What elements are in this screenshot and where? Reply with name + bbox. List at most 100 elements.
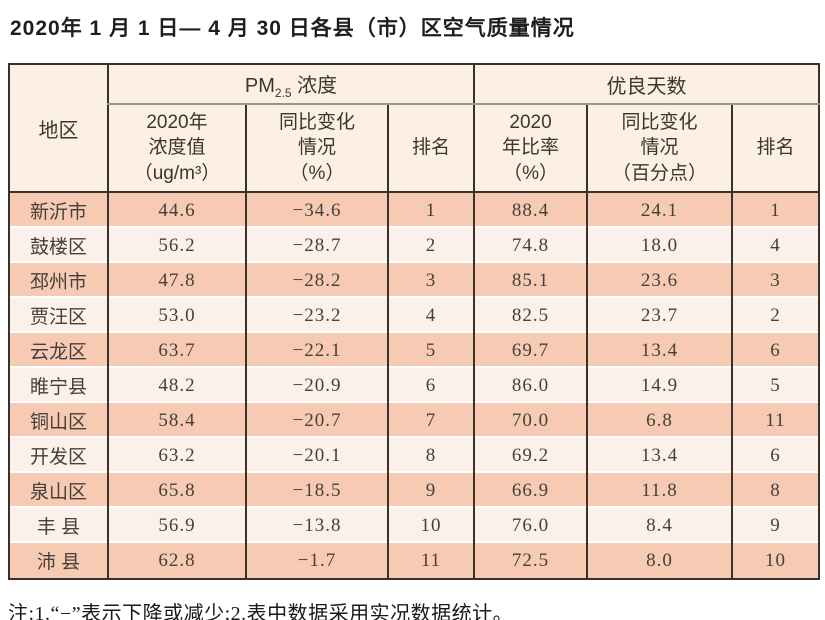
pm-change-cell: −28.7: [245, 228, 388, 263]
pm-change-cell: −18.5: [245, 473, 388, 508]
table-row: 丰 县 56.9 −13.8 10 76.0 8.4 9: [8, 508, 820, 543]
pm-value-cell: 58.4: [107, 403, 246, 438]
pm25-label-subscript: 2.5: [274, 85, 292, 100]
table-row: 沛 县 62.8 −1.7 11 72.5 8.0 10: [8, 543, 820, 579]
days-rate-cell: 72.5: [473, 543, 588, 579]
col-header-days-rate: 2020 年比率 （%）: [473, 104, 588, 193]
table-row: 鼓楼区 56.2 −28.7 2 74.8 18.0 4: [8, 228, 820, 263]
pm25-label-suffix: 浓度: [291, 74, 338, 97]
pm-value-cell: 47.8: [107, 263, 246, 298]
days-rate-cell: 69.2: [473, 438, 588, 473]
pm-value-cell: 53.0: [107, 298, 246, 333]
pm-value-cell: 48.2: [107, 368, 246, 403]
days-change-cell: 11.8: [586, 473, 733, 508]
col-header-region: 地区: [8, 64, 108, 193]
pm-rank-cell: 9: [386, 473, 475, 508]
days-rate-cell: 86.0: [473, 368, 588, 403]
pm-rank-cell: 1: [386, 192, 475, 228]
pm-rank-cell: 10: [386, 508, 475, 543]
region-cell: 贾汪区: [8, 298, 108, 333]
days-rank-cell: 2: [731, 298, 820, 333]
col-group-good-days: 优良天数: [473, 64, 820, 105]
table-row: 贾汪区 53.0 −23.2 4 82.5 23.7 2: [8, 298, 820, 333]
days-rate-cell: 69.7: [473, 333, 588, 368]
days-rank-cell: 8: [731, 473, 820, 508]
pm-rank-cell: 11: [386, 543, 475, 579]
days-rate-cell: 76.0: [473, 508, 588, 543]
days-change-cell: 23.6: [586, 263, 733, 298]
days-change-cell: 8.4: [586, 508, 733, 543]
days-rank-cell: 4: [731, 228, 820, 263]
region-cell: 睢宁县: [8, 368, 108, 403]
days-rank-cell: 9: [731, 508, 820, 543]
region-cell: 铜山区: [8, 403, 108, 438]
pm-rank-cell: 6: [386, 368, 475, 403]
col-header-days-rank: 排名: [731, 104, 820, 193]
pm-rank-cell: 3: [386, 263, 475, 298]
days-rank-cell: 1: [731, 192, 820, 228]
days-change-cell: 18.0: [586, 228, 733, 263]
footnote: 注:1.“−”表示下降或减少;2.表中数据采用实况数据统计。: [8, 603, 514, 620]
pm-rank-cell: 8: [386, 438, 475, 473]
col-header-days-change: 同比变化 情况 （百分点）: [586, 104, 733, 193]
pm-change-cell: −34.6: [245, 192, 388, 228]
days-rate-cell: 74.8: [473, 228, 588, 263]
region-cell: 泉山区: [8, 473, 108, 508]
days-rank-cell: 11: [731, 403, 820, 438]
pm-rank-cell: 5: [386, 333, 475, 368]
region-cell: 鼓楼区: [8, 228, 108, 263]
table-row: 开发区 63.2 −20.1 8 69.2 13.4 6: [8, 438, 820, 473]
pm-value-cell: 65.8: [107, 473, 246, 508]
pm-value-cell: 56.9: [107, 508, 246, 543]
sub-header-row: 2020年 浓度值 （ug/m³） 同比变化 情况 （%） 排名 2020 年比…: [9, 104, 820, 193]
region-cell: 开发区: [8, 438, 108, 473]
col-header-pm-rank: 排名: [386, 104, 475, 193]
days-rate-cell: 85.1: [473, 263, 588, 298]
table-row: 泉山区 65.8 −18.5 9 66.9 11.8 8: [8, 473, 820, 508]
region-cell: 沛 县: [8, 543, 108, 579]
table-row: 邳州市 47.8 −28.2 3 85.1 23.6 3: [8, 263, 820, 298]
air-quality-table: 地区 PM2.5 浓度 优良天数 2020年 浓度值 （ug/m³） 同比变化 …: [8, 63, 821, 580]
days-change-cell: 8.0: [586, 543, 733, 579]
pm-rank-cell: 4: [386, 298, 475, 333]
days-rate-cell: 88.4: [473, 192, 588, 228]
days-rank-cell: 6: [731, 438, 820, 473]
group-header-row: 地区 PM2.5 浓度 优良天数: [8, 64, 820, 193]
page-title: 2020年 1 月 1 日— 4 月 30 日各县（市）区空气质量情况: [10, 17, 575, 40]
days-rank-cell: 10: [731, 543, 820, 579]
table-row: 新沂市 44.6 −34.6 1 88.4 24.1 1: [8, 192, 820, 228]
pm-change-cell: −20.1: [245, 438, 388, 473]
col-header-pm-change: 同比变化 情况 （%）: [245, 104, 388, 193]
days-change-cell: 6.8: [586, 403, 733, 438]
table-row: 睢宁县 48.2 −20.9 6 86.0 14.9 5: [8, 368, 820, 403]
days-change-cell: 24.1: [586, 192, 733, 228]
pm-value-cell: 63.2: [107, 438, 246, 473]
pm-value-cell: 63.7: [107, 333, 246, 368]
pm-change-cell: −20.7: [245, 403, 388, 438]
days-change-cell: 13.4: [586, 438, 733, 473]
pm-rank-cell: 2: [386, 228, 475, 263]
days-rank-cell: 5: [731, 368, 820, 403]
days-rate-cell: 82.5: [473, 298, 588, 333]
days-rate-cell: 70.0: [473, 403, 588, 438]
days-rank-cell: 3: [731, 263, 820, 298]
table-row: 云龙区 63.7 −22.1 5 69.7 13.4 6: [8, 333, 820, 368]
pm-change-cell: −22.1: [245, 333, 388, 368]
col-group-pm25: PM2.5 浓度: [106, 64, 475, 105]
days-rank-cell: 6: [731, 333, 820, 368]
region-cell: 丰 县: [8, 508, 108, 543]
region-cell: 邳州市: [8, 263, 108, 298]
pm-value-cell: 56.2: [107, 228, 246, 263]
pm-change-cell: −13.8: [245, 508, 388, 543]
days-change-cell: 23.7: [586, 298, 733, 333]
days-rate-cell: 66.9: [473, 473, 588, 508]
pm-change-cell: −23.2: [245, 298, 388, 333]
pm-change-cell: −28.2: [245, 263, 388, 298]
pm-value-cell: 44.6: [107, 192, 246, 228]
days-change-cell: 13.4: [586, 333, 733, 368]
pm-value-cell: 62.8: [107, 543, 246, 579]
pm-rank-cell: 7: [386, 403, 475, 438]
col-header-pm-value: 2020年 浓度值 （ug/m³）: [107, 104, 246, 193]
pm-change-cell: −20.9: [245, 368, 388, 403]
pm25-label-prefix: PM: [244, 74, 275, 97]
